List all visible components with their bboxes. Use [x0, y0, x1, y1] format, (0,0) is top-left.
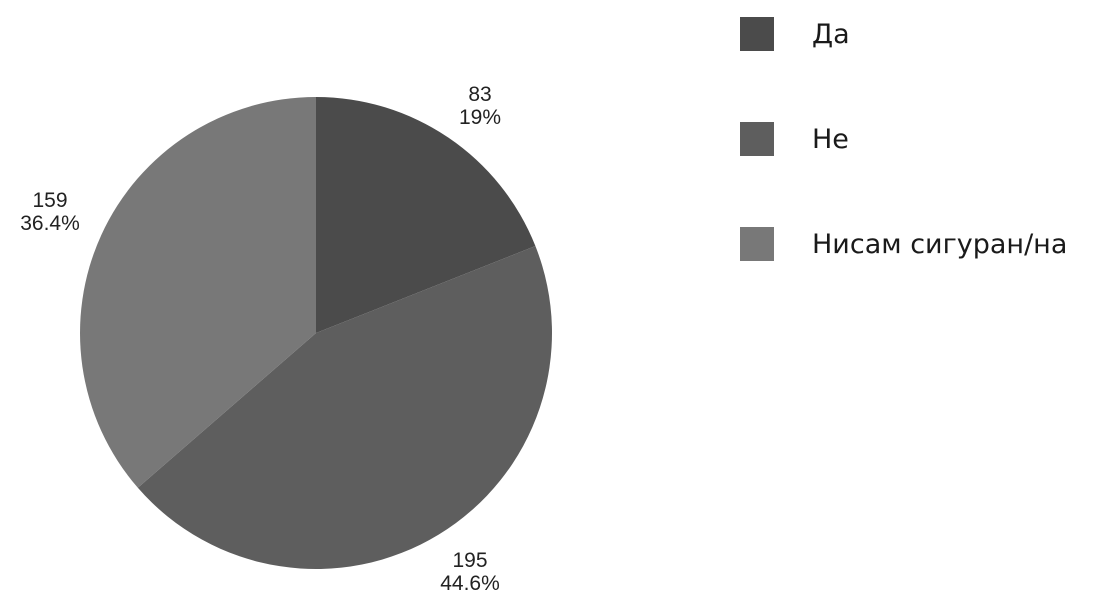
slice-percent-label-1: 19% — [459, 106, 501, 129]
legend-swatch-2 — [740, 122, 774, 156]
slice-percent-label-3: 36.4% — [20, 212, 80, 235]
slice-percent-label-2: 44.6% — [440, 572, 500, 595]
chart-legend: Да Не Нисам сигуран/на — [740, 17, 1067, 261]
legend-label-2: Не — [812, 124, 849, 155]
pie-slice-2 — [137, 246, 552, 569]
slice-value-label-3: 159 — [32, 189, 67, 212]
pie-slices — [80, 97, 552, 569]
legend-swatch-3 — [740, 227, 774, 261]
pie-slice-3 — [80, 97, 316, 488]
slice-value-label-1: 83 — [468, 83, 491, 106]
slice-value-label-2: 195 — [452, 549, 487, 572]
legend-label-3: Нисам сигуран/на — [812, 229, 1067, 260]
pie-slice-1 — [316, 97, 536, 333]
legend-label-1: Да — [812, 19, 850, 50]
legend-swatch-1 — [740, 17, 774, 51]
